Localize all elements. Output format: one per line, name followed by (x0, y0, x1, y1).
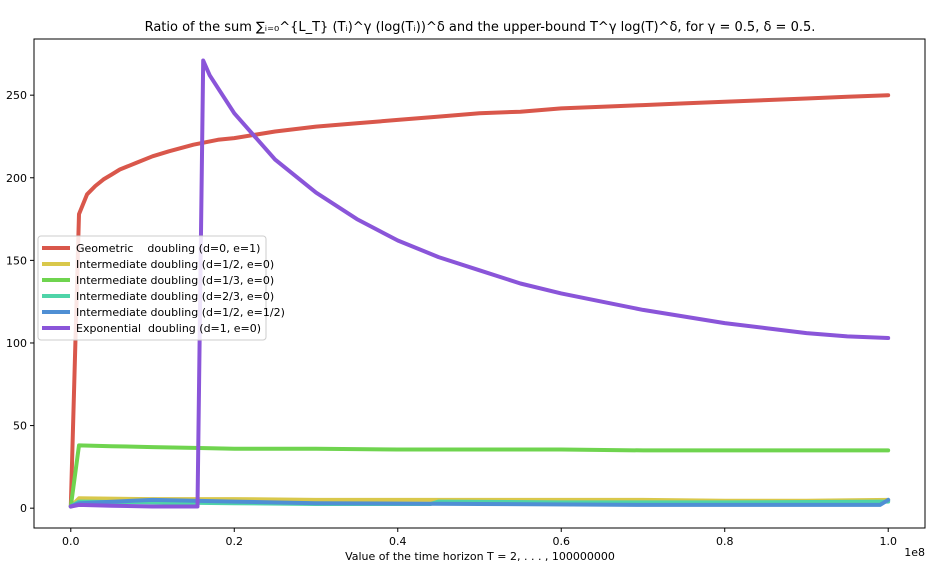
y-axis-ticks: 0 50 100 150 200 250 (6, 89, 34, 515)
y-tick-label: 100 (6, 337, 27, 350)
legend: Geometric doubling (d=0, e=1) Intermediat… (37, 235, 285, 341)
series-line-0 (68, 93, 891, 509)
legend-label: Intermediate doubling (d=1/3, e=0) (76, 274, 274, 287)
x-axis-label: Value of the time horizon T = 2, . . . ,… (345, 550, 615, 563)
legend-label: Intermediate doubling (d=2/3, e=0) (76, 290, 274, 303)
legend-label: Intermediate doubling (d=1/2, e=0) (76, 258, 274, 271)
chart-title: Ratio of the sum ∑ᵢ₌₀^{L_T} (Tᵢ)^γ (log(… (145, 20, 816, 35)
series-line-2 (68, 443, 891, 509)
x-tick-label: 0.0 (62, 535, 80, 548)
x-axis-ticks: 0.0 0.2 0.4 0.6 0.8 1.0 (62, 528, 897, 548)
series-layer (68, 58, 891, 509)
legend-label: Intermediate doubling (d=1/2, e=1/2) (76, 306, 285, 319)
y-tick-label: 50 (13, 420, 27, 433)
x-tick-label: 0.4 (389, 535, 407, 548)
y-tick-label: 150 (6, 254, 27, 267)
y-tick-label: 200 (6, 172, 27, 185)
x-tick-label: 0.6 (552, 535, 570, 548)
plot-frame (33, 38, 926, 529)
series-line-4 (68, 497, 891, 509)
x-tick-label: 0.8 (716, 535, 734, 548)
x-tick-label: 1.0 (879, 535, 897, 548)
y-tick-label: 0 (20, 502, 27, 515)
x-tick-label: 0.2 (226, 535, 244, 548)
y-tick-label: 250 (6, 89, 27, 102)
series-line-5 (68, 58, 891, 509)
legend-label: Exponential doubling (d=1, e=0) (76, 322, 261, 335)
legend-box (37, 235, 267, 341)
legend-label: Geometric doubling (d=0, e=1) (76, 242, 260, 255)
x-axis-offset-text: 1e8 (904, 546, 925, 559)
